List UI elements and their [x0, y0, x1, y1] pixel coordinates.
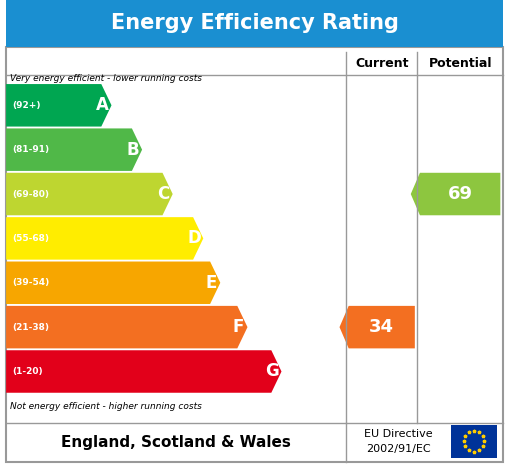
Polygon shape [340, 306, 415, 348]
Polygon shape [6, 306, 247, 348]
Text: 2002/91/EC: 2002/91/EC [366, 445, 431, 454]
Polygon shape [6, 350, 281, 393]
Polygon shape [6, 173, 173, 215]
Polygon shape [6, 262, 220, 304]
Text: Very energy efficient - lower running costs: Very energy efficient - lower running co… [10, 74, 202, 83]
Text: (69-80): (69-80) [12, 190, 49, 198]
Text: Current: Current [355, 57, 409, 70]
Text: G: G [266, 362, 279, 381]
Bar [6, 47, 503, 462]
Polygon shape [6, 217, 203, 260]
Polygon shape [6, 128, 142, 171]
Bar [6, 0, 503, 47]
Text: Potential: Potential [429, 57, 492, 70]
Text: C: C [157, 185, 169, 203]
Text: (39-54): (39-54) [12, 278, 49, 287]
Text: F: F [233, 318, 244, 336]
Text: E: E [206, 274, 217, 292]
Polygon shape [6, 84, 111, 127]
Text: B: B [127, 141, 139, 159]
Text: Not energy efficient - higher running costs: Not energy efficient - higher running co… [10, 402, 202, 411]
Text: D: D [187, 229, 201, 248]
Text: (21-38): (21-38) [12, 323, 49, 332]
Text: EU Directive: EU Directive [364, 429, 433, 439]
Text: England, Scotland & Wales: England, Scotland & Wales [61, 435, 291, 450]
Polygon shape [411, 173, 500, 215]
Text: 69: 69 [447, 185, 473, 203]
Text: (55-68): (55-68) [12, 234, 49, 243]
Text: 34: 34 [369, 318, 394, 336]
Text: (1-20): (1-20) [12, 367, 43, 376]
Text: Energy Efficiency Rating: Energy Efficiency Rating [110, 14, 399, 33]
Text: (92+): (92+) [12, 101, 41, 110]
Text: (81-91): (81-91) [12, 145, 49, 154]
Bar [451, 425, 497, 458]
Text: A: A [96, 96, 109, 114]
